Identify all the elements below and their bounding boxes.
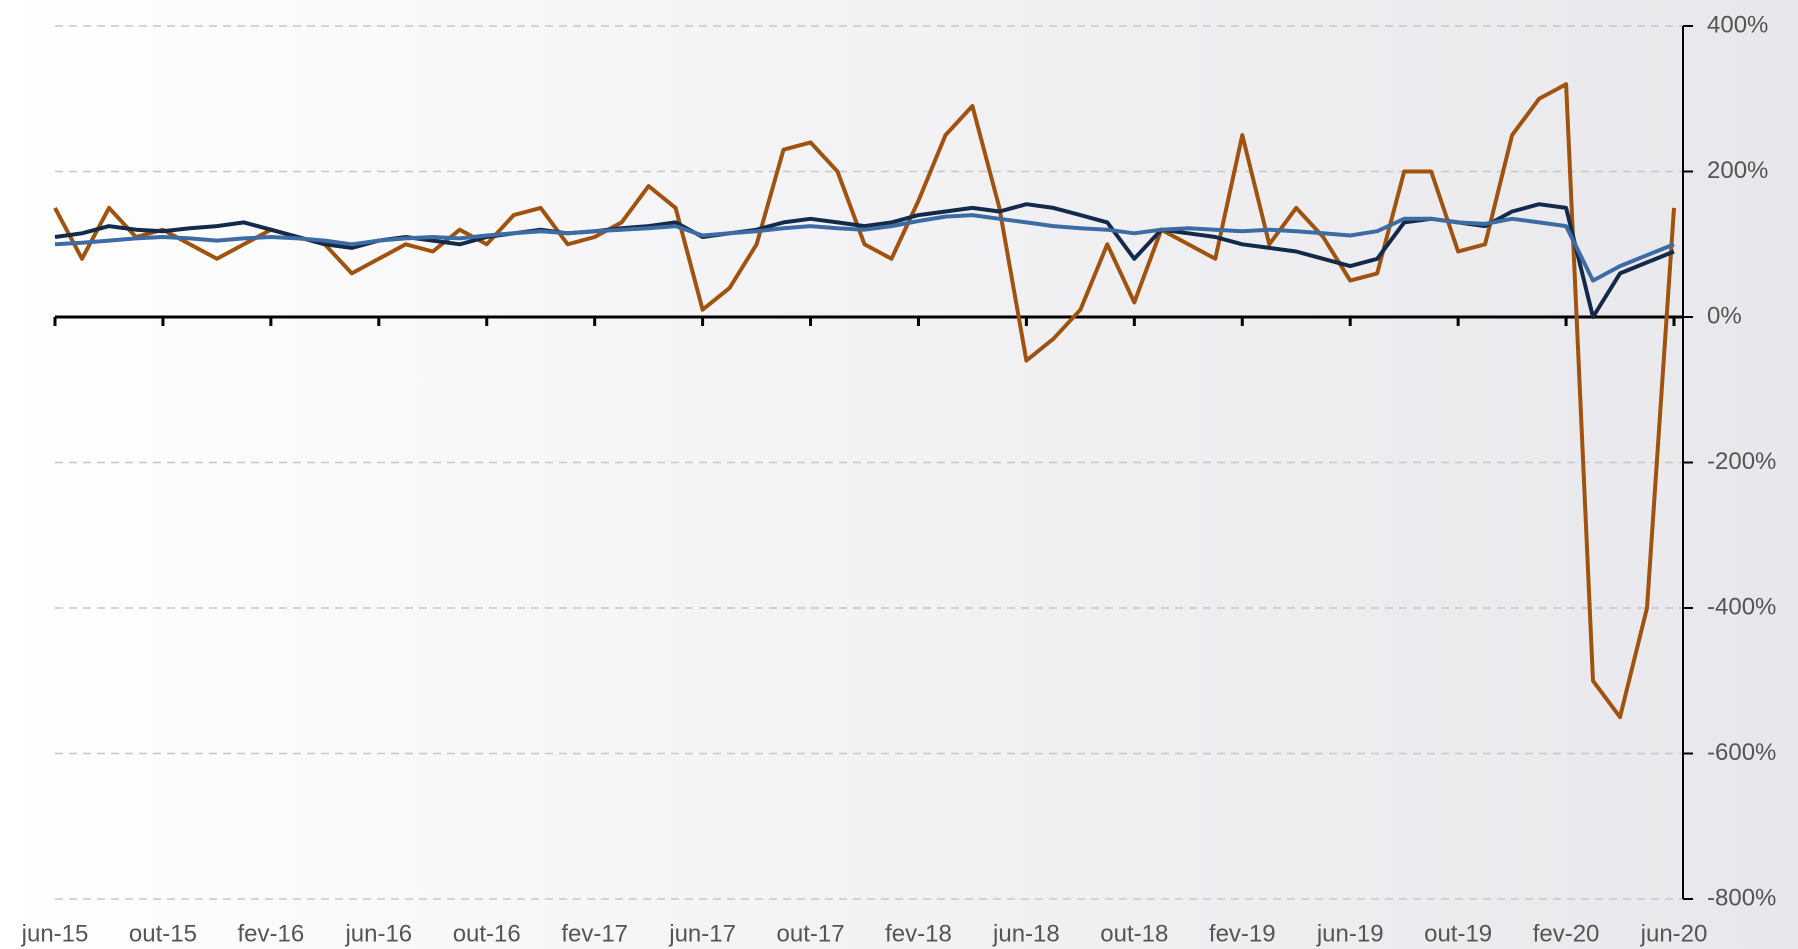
x-tick-label: out-17 [777,920,845,947]
x-tick-label: jun-16 [344,920,412,947]
y-tick-label: -800% [1707,884,1776,911]
y-tick-label: 200% [1707,157,1768,184]
x-tick-label: fev-20 [1533,920,1600,947]
x-tick-label: out-16 [453,920,521,947]
series-line [54,202,1675,319]
x-tick-label: jun-17 [668,920,736,947]
x-tick-label: fev-18 [885,920,952,947]
y-tick-label: -400% [1707,593,1776,620]
x-tick-label: fev-17 [561,920,628,947]
series-line [53,82,1676,720]
x-tick-label: jun-15 [21,920,89,947]
y-tick-label: 400% [1707,11,1768,38]
x-tick-label: fev-16 [238,920,305,947]
x-tick-label: jun-18 [992,920,1060,947]
x-tick-label: jun-20 [1640,920,1708,947]
x-tick-label: jun-19 [1316,920,1384,947]
series-line [54,213,1675,283]
y-tick-label: -200% [1707,448,1776,475]
x-tick-label: out-18 [1100,920,1168,947]
x-tick-label: out-15 [129,920,197,947]
y-tick-label: 0% [1707,302,1742,329]
x-tick-label: out-19 [1424,920,1492,947]
y-tick-label: -600% [1707,739,1776,766]
x-tick-label: fev-19 [1209,920,1276,947]
